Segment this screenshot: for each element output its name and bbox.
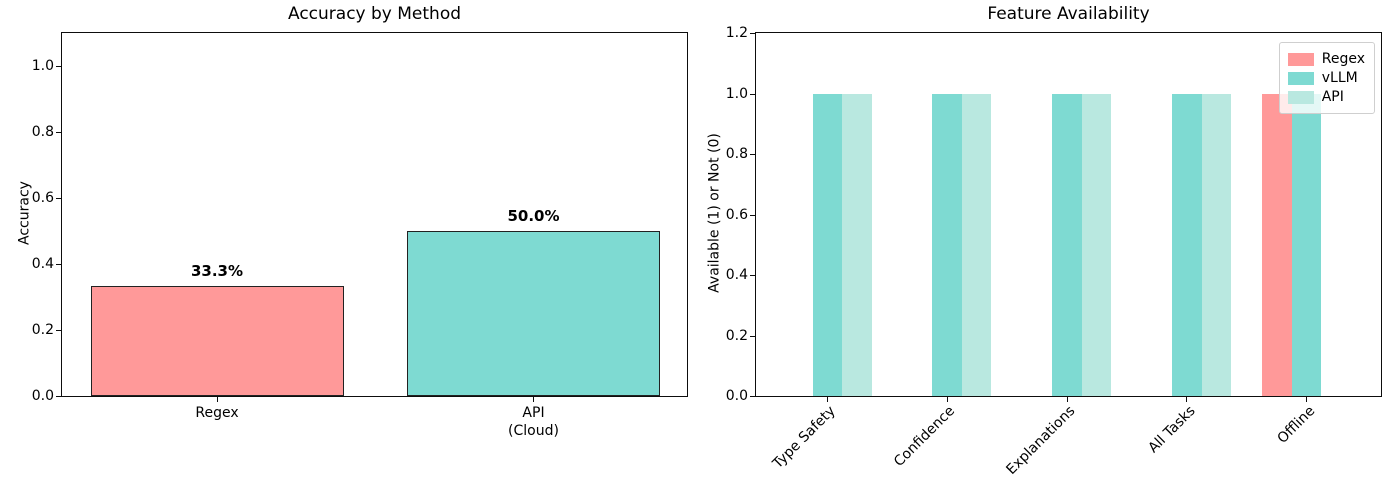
x-tick-label: Confidence — [891, 403, 959, 470]
legend-label: Regex — [1321, 51, 1365, 67]
y-tick-mark — [56, 395, 61, 397]
x-tick-label: Offline — [1274, 403, 1319, 447]
y-tick-mark — [56, 329, 61, 331]
y-tick-label: 1.0 — [725, 86, 748, 102]
legend-swatch-api — [1287, 90, 1314, 104]
bar-vllm-type-safety — [812, 93, 843, 396]
x-tick-label: Type Safety — [769, 403, 839, 472]
y-tick-label: 0.0 — [31, 388, 54, 404]
bar-api-all-tasks — [1201, 93, 1232, 396]
y-tick-mark — [750, 395, 755, 397]
y-tick-mark — [750, 335, 755, 337]
y-tick-label: 0.8 — [31, 124, 54, 140]
y-tick-mark — [56, 197, 61, 199]
y-tick-label: 0.2 — [31, 322, 54, 338]
chart-title-feature-availability: Feature Availability — [987, 4, 1150, 24]
legend-entry-regex: Regex — [1287, 51, 1365, 67]
x-tick-mark — [1186, 397, 1188, 402]
bar-vllm-explanations — [1052, 93, 1082, 396]
bar-api-explanations — [1081, 93, 1112, 396]
x-tick-label: API (Cloud) — [508, 405, 559, 439]
y-tick-mark — [750, 274, 755, 276]
x-tick-mark — [946, 397, 948, 402]
legend-entry-api: API — [1287, 89, 1365, 105]
y-tick-mark — [56, 65, 61, 67]
x-tick-label: Regex — [195, 405, 239, 421]
y-tick-label: 0.6 — [725, 207, 748, 223]
legend: Regex vLLM API — [1278, 42, 1375, 114]
plot-area-feature-availability: 0.0 0.2 0.4 0.6 0.8 1.0 1.2 Type Safety Confiden… — [726, 25, 1382, 478]
legend-entry-vllm: vLLM — [1287, 70, 1365, 86]
bar-api-confidence — [961, 93, 992, 396]
y-tick-label: 0.4 — [31, 256, 54, 272]
y-tick-mark — [750, 32, 755, 34]
plot-area-accuracy: 0.0 0.2 0.4 0.6 0.8 1.0 33.3% Regex 50.0% API (Cl… — [32, 32, 688, 439]
x-tick-mark — [1306, 397, 1308, 402]
y-tick-label: 0.4 — [725, 267, 748, 283]
y-tick-mark — [750, 93, 755, 95]
x-tick-mark — [1066, 397, 1068, 402]
bar-vllm-offline — [1291, 93, 1322, 396]
bar-api — [407, 231, 660, 396]
y-tick-label: 0.2 — [725, 328, 748, 344]
y-tick-mark — [750, 214, 755, 216]
x-tick-mark — [216, 397, 218, 402]
y-tick-mark — [56, 263, 61, 265]
bar-regex — [90, 286, 344, 396]
y-tick-label: 1.0 — [31, 58, 54, 74]
x-tick-label: All Tasks — [1144, 403, 1199, 457]
y-tick-mark — [56, 131, 61, 133]
x-tick-mark — [533, 397, 534, 402]
bar-vllm-all-tasks — [1172, 93, 1202, 396]
y-tick-mark — [750, 153, 755, 155]
bar-api-type-safety — [842, 93, 872, 396]
legend-label: API — [1321, 89, 1344, 105]
bar-vllm-confidence — [932, 93, 962, 396]
x-tick-mark — [826, 397, 828, 402]
legend-label: vLLM — [1321, 70, 1358, 86]
y-tick-label: 0.0 — [725, 388, 748, 404]
bar-value-label: 50.0% — [507, 207, 560, 225]
bar-regex-offline — [1262, 93, 1292, 396]
legend-swatch-regex — [1287, 52, 1314, 66]
y-tick-label: 0.8 — [725, 146, 748, 162]
chart-title-accuracy: Accuracy by Method — [287, 4, 462, 24]
legend-swatch-vllm — [1287, 71, 1314, 85]
bar-value-label: 33.3% — [190, 262, 244, 281]
y-axis-label-accuracy: Accuracy — [16, 181, 33, 245]
x-tick-label: Explanations — [1003, 403, 1079, 478]
y-tick-label: 1.2 — [725, 25, 748, 41]
y-tick-label: 0.6 — [31, 190, 54, 206]
